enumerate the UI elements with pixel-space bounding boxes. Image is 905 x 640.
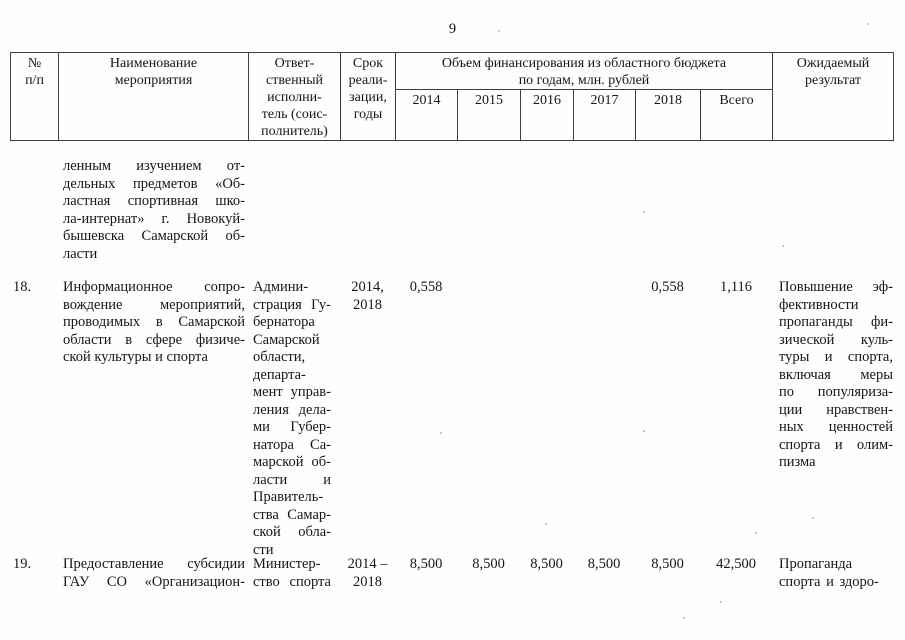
text-line: ции нравствен-: [779, 401, 893, 418]
text-line: ской обла-: [253, 524, 331, 540]
scan-speck: [643, 211, 645, 213]
text-line: бернатора: [253, 314, 315, 330]
expected-result: Пропаганда спорта и здоро-: [779, 556, 893, 591]
text-line: бышевска Самарской об-: [63, 228, 245, 244]
text-line: натора Са-: [253, 436, 331, 453]
scan-speck: [782, 245, 784, 247]
implementation-term: 2014 –2018: [340, 556, 395, 591]
scan-speck: [867, 23, 869, 25]
text-line: Самарской: [253, 331, 320, 348]
funding-total: 42,500: [716, 556, 756, 572]
text-line: Админи-: [253, 279, 309, 295]
header-cell-executor: Ответ- ственный исполни- тель (соис- пол…: [248, 52, 341, 141]
text-line: области в сфере физиче-: [63, 331, 245, 348]
text-line: страция Гу-: [253, 296, 331, 313]
funding-2016: 8,500: [530, 556, 563, 572]
funding-total: 1,116: [719, 279, 753, 295]
text-line: пизма: [779, 454, 816, 470]
header-cell-term: Срок реали- зации, годы: [340, 52, 396, 141]
header-cell-year-2015: 2015: [457, 89, 521, 141]
text-line: ской культуры и спорта: [63, 349, 208, 365]
text-line: области,: [253, 349, 306, 365]
text-line: мент управ-: [253, 384, 331, 400]
text-line: проводимых в Самарской: [63, 314, 245, 330]
header-cell-year-2017: 2017: [573, 89, 636, 141]
text-line: дельных предметов «Об-: [63, 175, 245, 192]
responsible-executor: Админи-страция Гу-бернатора Самарской обла…: [253, 279, 331, 559]
text-line: Повышение эф-: [779, 279, 893, 295]
header-cell-total: Всего: [700, 89, 773, 141]
expected-result: Повышение эф-фективности пропаганды фи-зи…: [779, 279, 893, 472]
text-line: включая меры: [779, 366, 893, 383]
text-line: Предоставление субсидии: [63, 556, 245, 572]
text-line: вождение мероприятий,: [63, 296, 245, 313]
text-line: ми Губер-: [253, 419, 331, 435]
funding-2017: 8,500: [587, 556, 621, 572]
text-line: спорта и здоро-: [779, 573, 879, 590]
text-line: ленным изучением от-: [63, 158, 245, 174]
row-number: 19.: [13, 556, 32, 572]
text-line: департа-: [253, 366, 306, 383]
activity-name: Предоставление субсидии ГАУ СО «Организац…: [63, 556, 245, 591]
text-line: Информационное сопро-: [63, 279, 245, 295]
text-line: ласти: [63, 245, 98, 262]
text-line: фективности: [779, 296, 859, 313]
text-line: туры и спорта,: [779, 349, 893, 365]
row-number: 18.: [13, 279, 32, 295]
text-line: ласти и: [253, 471, 331, 488]
header-cell-result: Ожидаемый результат: [772, 52, 894, 141]
text-line: 2014 –: [347, 556, 388, 572]
funding-2018: 0,558: [651, 279, 684, 295]
implementation-term: 2014, 2018: [340, 279, 395, 314]
scan-speck: [643, 430, 645, 432]
text-line: ластная спортивная шко-: [63, 193, 245, 209]
scan-speck: [440, 432, 442, 434]
scan-speck: [498, 30, 500, 32]
responsible-executor: Министер-ство спорта: [253, 556, 331, 591]
header-cell-num: № п/п: [10, 52, 59, 141]
scan-speck: [545, 523, 547, 525]
text-line: 2018: [353, 573, 382, 590]
header-cell-financing: Объем финансирования из областного бюдже…: [395, 52, 773, 90]
text-line: ления дела-: [253, 401, 331, 418]
text-line: по популяриза-: [779, 384, 893, 400]
header-cell-name: Наименование мероприятия: [58, 52, 249, 141]
scan-speck: [683, 617, 685, 619]
table-header: № п/п Наименование мероприятия Ответ- ст…: [10, 52, 894, 141]
activity-name: Информационное сопро-вождение мероприяти…: [63, 279, 245, 367]
text-line: 2018: [353, 296, 382, 313]
funding-2018: 8,500: [651, 556, 684, 572]
text-line: зической куль-: [779, 331, 893, 348]
text-line: Правитель-: [253, 489, 324, 505]
text-line: ство спорта: [253, 573, 331, 590]
text-line: Пропаганда: [779, 556, 853, 572]
text-line: ства Самар-: [253, 506, 331, 523]
text-line: ных ценностей: [779, 419, 893, 435]
funding-2014: 0,558: [409, 279, 443, 295]
header-cell-year-2018: 2018: [635, 89, 701, 141]
funding-2015: 8,500: [472, 556, 505, 572]
text-line: ла-интернат» г. Новокуй-: [63, 210, 245, 227]
page-number: 9: [448, 21, 457, 37]
header-cell-year-2016: 2016: [520, 89, 574, 141]
activity-name: ленным изучением от-дельных предметов «О…: [63, 158, 245, 263]
scan-speck: [720, 601, 722, 603]
text-line: ГАУ СО «Организацион-: [63, 573, 245, 590]
scan-speck: [755, 532, 757, 534]
scan-speck: [812, 517, 814, 519]
text-line: пропаганды фи-: [779, 314, 893, 330]
text-line: Министер-: [253, 556, 321, 572]
text-line: марской об-: [253, 454, 331, 470]
funding-2014: 8,500: [409, 556, 443, 572]
text-line: спорта и олим-: [779, 436, 893, 453]
text-line: сти: [253, 541, 274, 558]
header-cell-year-2014: 2014: [395, 89, 458, 141]
text-line: 2014,: [351, 279, 384, 295]
